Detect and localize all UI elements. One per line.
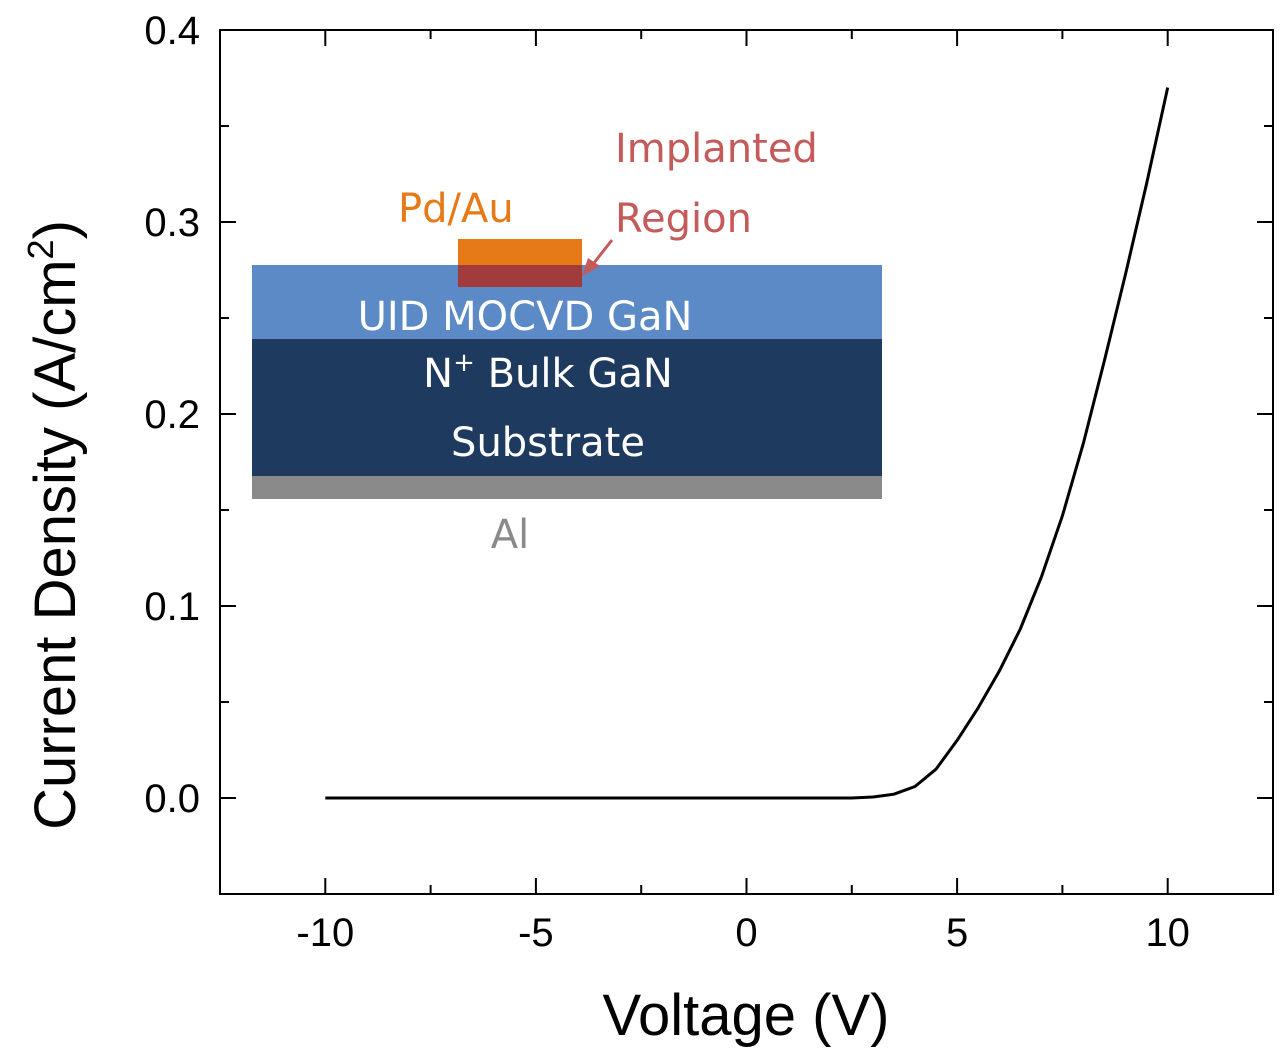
implanted-label-line1: Implanted — [615, 126, 818, 172]
bulk-gan-rest: Bulk GaN — [475, 351, 673, 397]
device-cross-section-inset: Pd/Au Implanted Region UID MOCVD GaN N+ … — [252, 126, 882, 558]
y-axis-title: Current Density (A/cm2) — [20, 220, 88, 830]
y-axis-title-close: ) — [23, 220, 88, 239]
y-axis-title-superscript: 2 — [20, 239, 61, 259]
x-tick-label: 10 — [1145, 911, 1190, 955]
pd-au-contact — [458, 239, 582, 267]
x-tick-label: 5 — [946, 911, 968, 955]
y-tick-label: 0.1 — [144, 585, 200, 629]
y-tick-label: 0.3 — [144, 201, 200, 245]
x-axis-title: Voltage (V) — [603, 983, 890, 1048]
n-plus-main: N — [423, 351, 453, 397]
substrate-label: Substrate — [451, 420, 645, 466]
n-plus-superscript: + — [453, 348, 475, 378]
x-axis-ticks: -10 -5 0 5 10 — [296, 30, 1274, 955]
x-tick-label: -10 — [296, 911, 354, 955]
y-tick-label: 0.4 — [144, 9, 200, 53]
jv-curve-line — [325, 87, 1170, 800]
al-contact-layer — [252, 475, 882, 499]
uid-mocvd-gan-label: UID MOCVD GaN — [358, 294, 693, 340]
y-axis-title-main: Current Density (A/cm — [23, 259, 88, 829]
x-tick-label: -5 — [518, 911, 554, 955]
y-tick-label: 0.0 — [144, 777, 200, 821]
n-plus-bulk-gan-layer — [252, 338, 882, 476]
implanted-region-arrowhead — [582, 258, 600, 276]
x-tick-label: 0 — [735, 911, 757, 955]
n-plus-bulk-gan-label: N+ Bulk GaN — [423, 348, 673, 397]
implanted-region — [458, 265, 582, 287]
y-tick-label: 0.2 — [144, 393, 200, 437]
pd-au-label: Pd/Au — [398, 186, 514, 232]
y-axis-ticks: 0.0 0.1 0.2 0.3 0.4 — [144, 9, 1273, 821]
implanted-label-line2: Region — [615, 196, 752, 242]
al-label: Al — [491, 512, 529, 558]
